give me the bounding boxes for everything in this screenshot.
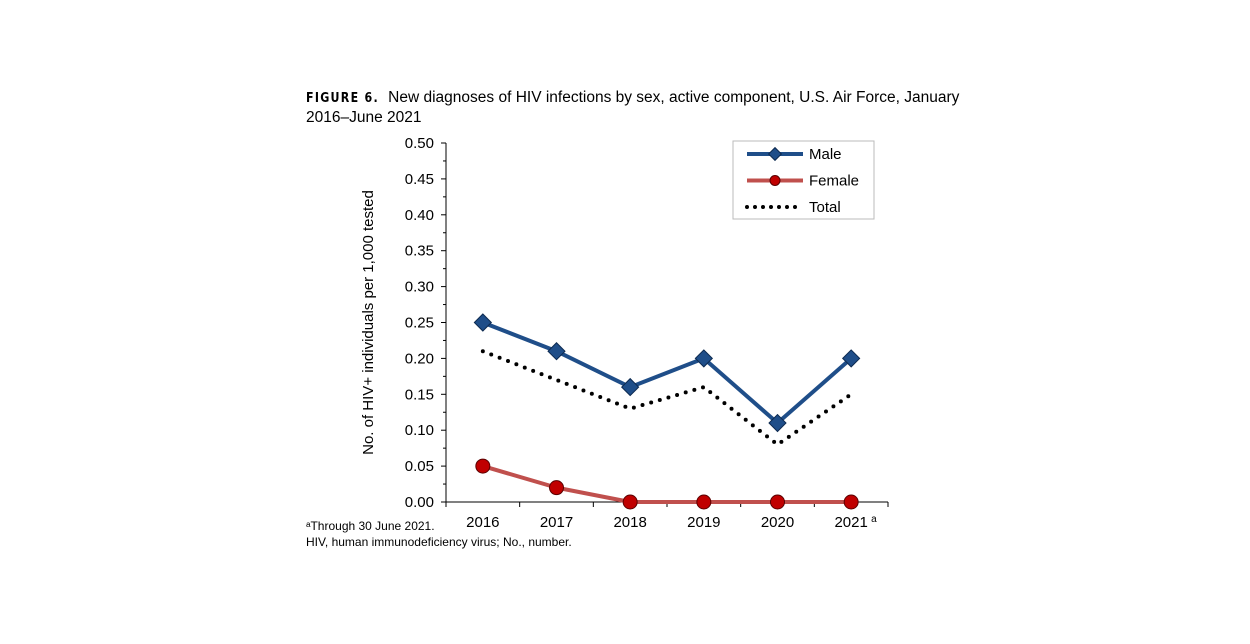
series-line bbox=[482, 464, 852, 504]
y-tick-label: 0.15 bbox=[405, 386, 434, 403]
y-tick-label: 0.50 bbox=[405, 135, 434, 152]
legend: Male Female Total bbox=[732, 140, 875, 220]
data-point-diamond bbox=[473, 313, 493, 332]
y-tick-label: 0.40 bbox=[405, 207, 434, 224]
data-point-circle bbox=[622, 494, 638, 510]
y-tick-label: 0.45 bbox=[405, 171, 434, 188]
data-point-circle bbox=[770, 494, 785, 510]
legend-label: Male bbox=[809, 146, 842, 163]
series-female bbox=[475, 458, 859, 510]
footnote-a: ᵃThrough 30 June 2021. bbox=[306, 519, 435, 533]
data-point-diamond bbox=[841, 349, 861, 368]
y-tick-label: 0.00 bbox=[405, 494, 434, 511]
figure-label: FIGURE 6. bbox=[306, 91, 379, 106]
y-tick-label: 0.30 bbox=[405, 279, 434, 296]
legend-label: Total bbox=[809, 199, 841, 216]
footnote-abbreviations: HIV, human immunodeficiency virus; No., … bbox=[306, 535, 572, 549]
data-point-diamond bbox=[547, 342, 566, 361]
x-tick-label: 2019 bbox=[687, 514, 720, 531]
x-tick-label: 2018 bbox=[613, 514, 646, 531]
legend-marker-circle bbox=[769, 175, 781, 186]
y-tick-label: 0.10 bbox=[405, 422, 434, 439]
y-tick-label: 0.25 bbox=[405, 315, 434, 332]
data-point-diamond bbox=[694, 349, 714, 368]
x-tick-label: 2017 bbox=[540, 514, 573, 531]
legend-label: Female bbox=[809, 173, 859, 190]
series-line bbox=[480, 349, 854, 447]
data-point-diamond bbox=[768, 413, 787, 433]
data-point-circle bbox=[843, 494, 859, 510]
series-total bbox=[480, 349, 854, 447]
figure-title: FIGURE 6. New diagnoses of HIV infection… bbox=[306, 88, 966, 127]
legend-marker-diamond bbox=[767, 146, 783, 162]
x-tick-label: 2021 bbox=[834, 514, 867, 531]
data-point-circle bbox=[696, 494, 712, 510]
data-point-circle bbox=[549, 480, 564, 496]
y-tick-label: 0.05 bbox=[405, 458, 434, 475]
y-tick-label: 0.20 bbox=[405, 350, 434, 367]
data-point-diamond bbox=[620, 377, 640, 397]
y-axis-label: No. of HIV+ individuals per 1,000 tested bbox=[360, 190, 377, 455]
x-tick-label: 2020 bbox=[761, 514, 794, 531]
footnotes: ᵃThrough 30 June 2021. HIV, human immuno… bbox=[306, 518, 572, 550]
series-line bbox=[482, 320, 853, 426]
series-male bbox=[473, 313, 861, 433]
x-tick-label: 2016 bbox=[466, 514, 499, 531]
x-tick-superscript: a bbox=[871, 514, 877, 525]
data-point-circle bbox=[475, 458, 491, 474]
figure-title-text: New diagnoses of HIV infections by sex, … bbox=[306, 89, 960, 126]
y-tick-label: 0.35 bbox=[405, 243, 434, 260]
